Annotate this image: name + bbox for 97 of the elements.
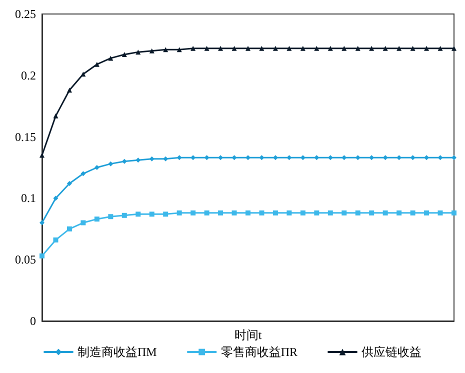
point — [176, 155, 182, 160]
point — [66, 226, 72, 232]
point — [204, 46, 210, 51]
point — [136, 50, 141, 55]
point — [396, 210, 402, 216]
point — [122, 158, 127, 164]
point — [218, 210, 224, 216]
point — [40, 220, 44, 226]
point — [410, 46, 416, 51]
point — [94, 62, 100, 67]
point — [382, 155, 388, 160]
point — [382, 210, 388, 216]
y-tick-label: 0 — [30, 314, 36, 328]
legend-label: 制造商收益ΠM — [77, 345, 158, 359]
point — [218, 46, 224, 51]
point — [204, 155, 210, 160]
point — [136, 158, 141, 163]
point — [259, 210, 264, 216]
point — [163, 212, 168, 217]
point — [396, 46, 402, 51]
point — [369, 155, 374, 160]
point — [328, 46, 333, 51]
point — [149, 212, 154, 217]
point — [286, 155, 292, 160]
point — [452, 155, 456, 160]
point — [94, 216, 100, 222]
point — [452, 210, 456, 216]
point — [66, 88, 72, 93]
point — [259, 46, 264, 51]
point — [122, 52, 127, 58]
point — [246, 46, 250, 51]
point — [80, 72, 86, 77]
y-tick-label: 0.1 — [21, 191, 36, 206]
point — [176, 47, 182, 52]
legend-label: 供应链收益 — [362, 345, 422, 359]
y-tick-label: 0.25 — [15, 7, 36, 21]
point — [108, 214, 114, 220]
point — [272, 210, 278, 216]
point — [246, 155, 250, 160]
point — [452, 46, 456, 51]
point — [108, 56, 114, 61]
point — [424, 210, 430, 216]
point — [122, 212, 127, 218]
point — [438, 155, 443, 160]
point — [246, 210, 250, 216]
point — [80, 171, 86, 176]
point — [232, 155, 237, 160]
point — [369, 210, 374, 216]
point — [176, 210, 182, 216]
point — [300, 46, 306, 51]
point — [108, 161, 114, 166]
point — [190, 210, 196, 216]
point — [259, 155, 264, 160]
point — [204, 210, 210, 216]
point — [342, 210, 347, 216]
point — [410, 155, 416, 160]
point — [94, 165, 100, 170]
point — [272, 46, 278, 51]
point — [410, 210, 416, 216]
point — [149, 156, 154, 162]
point — [66, 180, 72, 186]
point — [80, 220, 86, 226]
point — [232, 210, 237, 216]
point — [232, 46, 237, 51]
point — [190, 46, 196, 51]
point — [342, 46, 347, 51]
point — [40, 253, 44, 258]
point — [342, 155, 347, 160]
point — [53, 237, 58, 242]
point — [355, 46, 360, 51]
y-tick-label: 0.15 — [15, 130, 36, 144]
point — [438, 210, 443, 216]
point — [314, 210, 320, 216]
point — [53, 196, 58, 201]
point — [136, 212, 141, 217]
point — [149, 48, 154, 54]
point — [163, 47, 168, 52]
point — [355, 155, 360, 160]
point — [382, 46, 388, 51]
x-axis-title: 时间t — [234, 328, 262, 342]
point — [328, 210, 333, 216]
point — [328, 155, 333, 160]
point — [40, 152, 44, 158]
point — [369, 46, 374, 51]
point — [53, 113, 58, 118]
point — [314, 46, 320, 51]
y-tick-label: 0.05 — [15, 252, 36, 267]
legend-label: 零售商收益ΠR — [220, 345, 298, 359]
point — [424, 46, 430, 51]
point — [163, 156, 168, 162]
point — [355, 210, 360, 216]
point — [314, 155, 320, 160]
point — [438, 46, 443, 51]
point — [300, 210, 306, 216]
y-tick-label: 0.2 — [21, 68, 36, 82]
point — [286, 46, 292, 51]
point — [286, 210, 292, 216]
